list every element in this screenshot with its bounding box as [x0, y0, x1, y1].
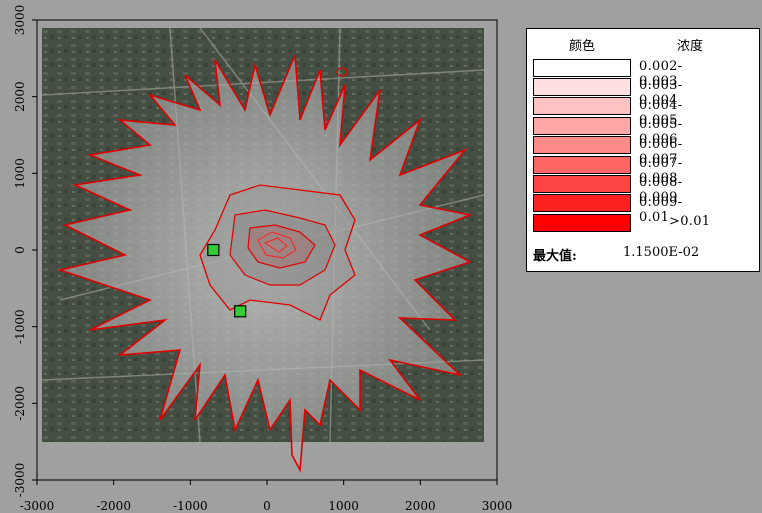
- receptor-markers: [207, 243, 247, 318]
- legend-range-label: 0.008-0.009: [639, 175, 683, 206]
- legend-swatch: [533, 213, 631, 232]
- y-tick-label: 3000: [13, 5, 27, 36]
- legend-header: 颜色 浓度: [527, 35, 759, 55]
- legend-swatch: [533, 97, 631, 116]
- legend-rows: 0.002-0.003 0.003-0.004 0.004-0.005 0.005-0…: [533, 58, 710, 233]
- legend-row: 0.004-0.005: [533, 97, 682, 128]
- legend-panel: 颜色 浓度 0.002-0.003 0.003-0.004 0.004-0.005 0…: [526, 28, 760, 272]
- legend-range-label: 0.004-0.005: [639, 97, 683, 128]
- legend-range-label: 0.002-0.003: [639, 59, 683, 89]
- y-tick-label: -3000: [13, 463, 27, 498]
- x-tick-label: 1000: [328, 499, 359, 513]
- legend-swatch: [533, 78, 631, 97]
- max-value: 1.1500E-02: [623, 245, 700, 260]
- y-tick-label: -1000: [13, 309, 27, 344]
- legend-row: 0.005-0.006: [533, 116, 682, 147]
- legend-row: 0.007-0.008: [533, 155, 682, 186]
- y-tick-label: 2000: [13, 81, 27, 112]
- y-tick-label: 0: [13, 246, 27, 254]
- legend-swatch: [533, 155, 631, 174]
- plume-core-hotspot: [257, 231, 297, 259]
- receptor-marker: [234, 305, 247, 318]
- legend-range-label: 0.003-0.004: [639, 78, 683, 109]
- x-axis: -3000 -2000 -1000 0 1000 2000 3000: [20, 480, 513, 513]
- legend-row: 0.009-0.01: [533, 194, 682, 225]
- receptor-marker: [207, 243, 220, 257]
- legend-row: 0.003-0.004: [533, 77, 682, 108]
- legend-max: 最大值: 1.1500E-02: [533, 245, 699, 264]
- legend-range-label: >0.01: [669, 214, 711, 230]
- legend-range-label: 0.007-0.008: [639, 155, 683, 186]
- legend-swatch: [533, 116, 631, 135]
- x-tick-label: 3000: [482, 499, 513, 513]
- legend-header-concentration: 浓度: [677, 39, 704, 54]
- legend-row: 0.002-0.003: [533, 58, 682, 89]
- y-tick-label: -2000: [13, 386, 27, 421]
- legend-row: 0.008-0.009: [533, 174, 682, 205]
- legend-header-color: 颜色: [569, 39, 596, 54]
- legend-row: 0.006-0.007: [533, 136, 682, 167]
- legend-range-label: 0.009-0.01: [639, 194, 683, 225]
- legend-row: >0.01: [533, 213, 710, 232]
- legend-swatch: [533, 58, 631, 77]
- plume-outer-contour: [57, 54, 473, 473]
- plume-mid-contour: [199, 184, 356, 321]
- x-tick-label: -2000: [96, 499, 131, 513]
- legend-range-label: 0.006-0.007: [639, 136, 683, 167]
- x-tick-label: -1000: [173, 499, 208, 513]
- x-tick-label: 2000: [405, 499, 436, 513]
- legend-swatch: [533, 175, 631, 194]
- legend-range-label: 0.005-0.006: [639, 117, 683, 148]
- x-tick-label: 0: [263, 499, 271, 513]
- x-tick-label: -3000: [20, 499, 55, 513]
- small-isolated-contour: [336, 67, 348, 77]
- max-label: 最大值:: [533, 249, 577, 264]
- y-tick-label: 1000: [13, 158, 27, 189]
- y-axis: 3000 2000 1000 0 -1000 -2000 -3000: [13, 5, 37, 498]
- legend-swatch: [533, 136, 631, 155]
- legend-swatch: [533, 194, 631, 213]
- plume-inner-contour: [229, 209, 336, 286]
